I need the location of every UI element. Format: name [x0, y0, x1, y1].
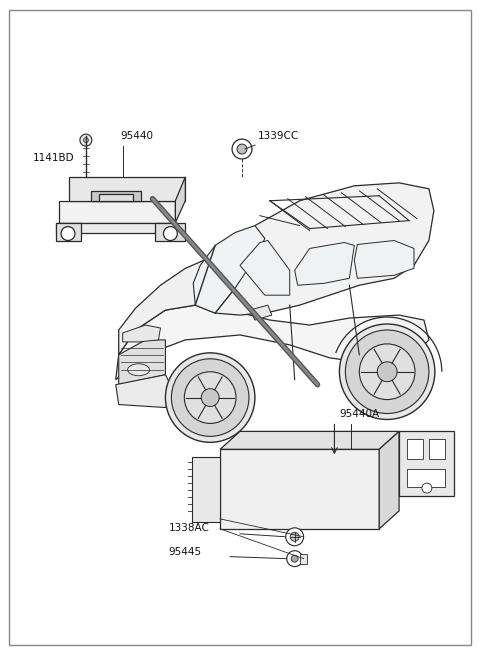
Bar: [429, 440, 445, 459]
Text: 1338AC: 1338AC: [168, 523, 209, 533]
Polygon shape: [119, 340, 166, 384]
Polygon shape: [295, 242, 354, 285]
Polygon shape: [300, 553, 307, 563]
Circle shape: [201, 388, 219, 407]
Circle shape: [360, 344, 415, 400]
Polygon shape: [116, 375, 175, 407]
Text: 95440: 95440: [120, 131, 154, 141]
Polygon shape: [379, 432, 399, 529]
Circle shape: [184, 372, 236, 423]
Circle shape: [291, 555, 298, 562]
Polygon shape: [116, 305, 429, 380]
Polygon shape: [354, 240, 414, 278]
Polygon shape: [56, 223, 81, 240]
Circle shape: [377, 362, 397, 382]
Polygon shape: [59, 200, 175, 223]
Polygon shape: [99, 194, 132, 200]
Circle shape: [287, 551, 302, 567]
Circle shape: [61, 227, 75, 240]
Text: 1339CC: 1339CC: [258, 131, 299, 141]
Polygon shape: [119, 248, 270, 355]
Polygon shape: [91, 191, 141, 200]
Polygon shape: [195, 183, 434, 315]
Bar: [407, 469, 445, 487]
Circle shape: [346, 330, 429, 413]
Circle shape: [237, 144, 247, 154]
Bar: [407, 440, 423, 459]
Polygon shape: [69, 177, 185, 200]
Text: 95440A: 95440A: [339, 409, 380, 419]
Circle shape: [84, 138, 88, 143]
Polygon shape: [123, 325, 160, 342]
Circle shape: [422, 483, 432, 493]
Polygon shape: [240, 240, 290, 295]
Circle shape: [232, 139, 252, 159]
Text: 1141BD: 1141BD: [33, 153, 75, 163]
Polygon shape: [193, 225, 265, 313]
Circle shape: [80, 134, 92, 146]
Text: 95445: 95445: [168, 547, 202, 557]
Circle shape: [290, 533, 299, 541]
Bar: [192, 457, 220, 522]
Circle shape: [166, 353, 255, 442]
Circle shape: [339, 324, 435, 419]
Polygon shape: [156, 223, 185, 240]
Polygon shape: [220, 432, 399, 449]
Circle shape: [164, 227, 178, 240]
Polygon shape: [56, 223, 175, 233]
Ellipse shape: [128, 364, 150, 376]
Bar: [399, 432, 454, 496]
Circle shape: [286, 528, 304, 546]
Bar: [220, 449, 379, 529]
Circle shape: [171, 359, 249, 436]
Polygon shape: [175, 177, 185, 223]
Polygon shape: [250, 305, 272, 320]
